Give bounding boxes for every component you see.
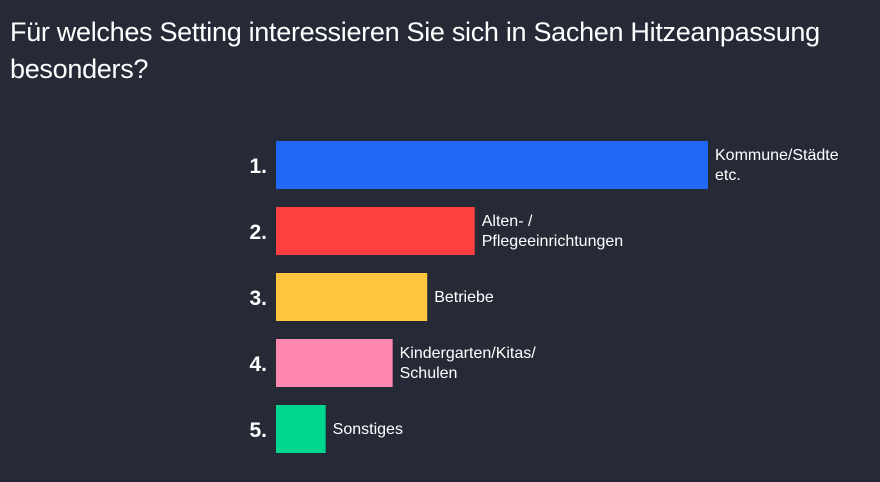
bar-label: Kommune/Städte <box>715 147 839 164</box>
rank-number: 3. <box>249 287 267 310</box>
rank-number: 1. <box>249 155 267 178</box>
bar <box>276 339 393 387</box>
bar <box>276 141 708 189</box>
bar <box>276 405 326 453</box>
rank-number: 2. <box>249 221 267 244</box>
rank-number: 5. <box>249 419 267 442</box>
bar-label: Schulen <box>400 365 458 382</box>
bar-label: etc. <box>715 167 741 184</box>
bar-label: Pflegeeinrichtungen <box>482 233 623 250</box>
bar <box>276 273 428 321</box>
question-title: Für welches Setting interessieren Sie si… <box>10 17 820 84</box>
bar <box>276 207 475 255</box>
bar-label: Betriebe <box>434 289 494 306</box>
bar-label: Alten- / <box>482 213 533 230</box>
bar-label: Kindergarten/Kitas/ <box>400 345 537 362</box>
chart-rows: 1. Kommune/Städte etc. 2. Alten- / Pflegeeinr… <box>249 141 839 453</box>
bar-label: Sonstiges <box>333 421 403 438</box>
rank-number: 4. <box>249 353 267 376</box>
